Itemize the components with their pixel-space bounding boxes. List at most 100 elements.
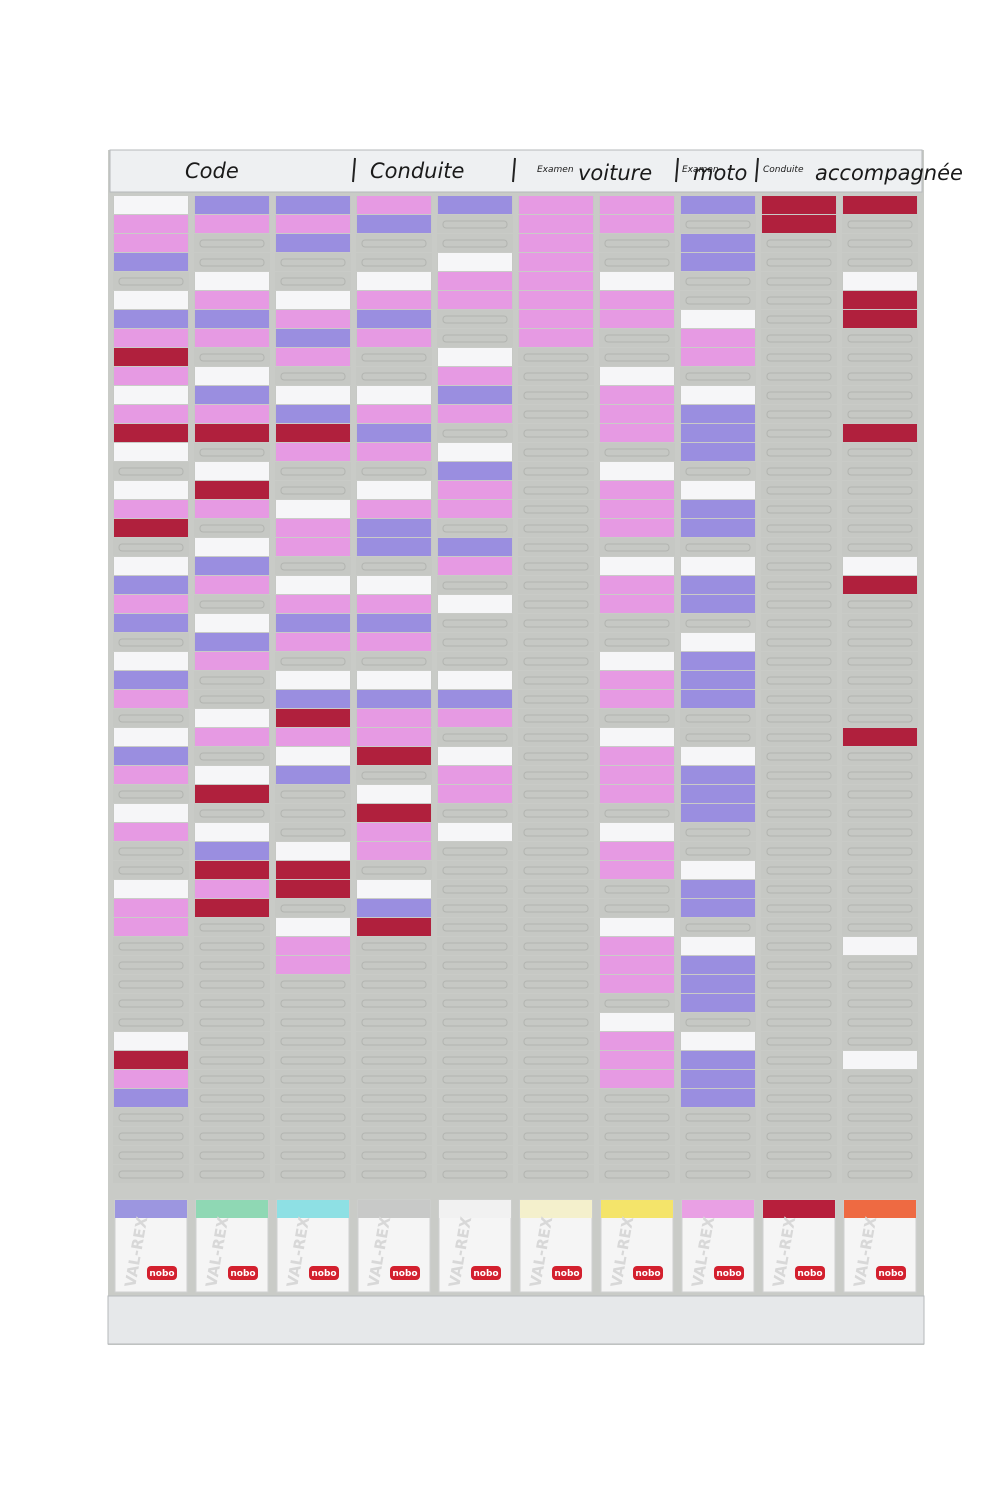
slot <box>599 1108 675 1126</box>
slot-edge <box>199 1018 265 1027</box>
slot-edge <box>442 524 508 533</box>
card <box>519 234 593 252</box>
card <box>357 500 431 518</box>
slot-edge <box>523 657 589 666</box>
slot-edge <box>523 809 589 818</box>
slot-edge <box>523 562 589 571</box>
slot-edge <box>685 372 751 381</box>
slot-edge <box>199 353 265 362</box>
card <box>519 215 593 233</box>
slot <box>194 975 270 993</box>
slot-edge <box>847 1094 913 1103</box>
slot <box>113 633 189 651</box>
slot <box>842 329 918 347</box>
slot-edge <box>523 1037 589 1046</box>
card <box>276 215 350 233</box>
slot-edge <box>442 809 508 818</box>
slot-edge <box>766 904 832 913</box>
logo-badge <box>228 1266 258 1280</box>
slot-edge <box>685 1132 751 1141</box>
card <box>843 728 917 746</box>
slot <box>275 804 351 822</box>
slot <box>275 975 351 993</box>
slot-edge <box>847 695 913 704</box>
card <box>438 291 512 309</box>
slot-edge <box>118 543 184 552</box>
slot-edge <box>604 904 670 913</box>
slot <box>842 538 918 556</box>
slot <box>356 975 432 993</box>
box-logo: nobo <box>554 1269 579 1279</box>
card <box>681 747 755 765</box>
slot <box>437 633 513 651</box>
box-lid <box>520 1200 592 1218</box>
box-logo: nobo <box>473 1269 498 1279</box>
slot-edge <box>766 676 832 685</box>
slot-edge <box>523 1151 589 1160</box>
card <box>195 500 269 518</box>
slot <box>437 861 513 879</box>
slot <box>437 842 513 860</box>
slot <box>275 1051 351 1069</box>
slot <box>680 1146 756 1164</box>
slot-edge <box>118 866 184 875</box>
slot-edge <box>766 1170 832 1179</box>
slot-edge <box>280 1094 346 1103</box>
slot <box>599 899 675 917</box>
slot-edge <box>685 220 751 229</box>
card <box>357 595 431 613</box>
slot-edge <box>361 1170 427 1179</box>
slot <box>761 614 837 632</box>
box-logo: nobo <box>230 1269 255 1279</box>
slot <box>356 1108 432 1126</box>
slot <box>437 956 513 974</box>
slot <box>761 709 837 727</box>
slot-edge <box>442 657 508 666</box>
slot-edge <box>766 410 832 419</box>
slot-edge <box>523 1132 589 1141</box>
slot-edge <box>604 239 670 248</box>
card <box>114 899 188 917</box>
card <box>843 1051 917 1069</box>
slot-edge <box>361 1037 427 1046</box>
slot <box>761 329 837 347</box>
slot-edge <box>847 1113 913 1122</box>
slot-edge <box>766 258 832 267</box>
slot <box>680 709 756 727</box>
slot <box>356 766 432 784</box>
slot-edge <box>604 334 670 343</box>
slot-edge <box>280 1037 346 1046</box>
slot-edge <box>442 429 508 438</box>
card <box>357 918 431 936</box>
slot <box>842 367 918 385</box>
card <box>357 633 431 651</box>
slot <box>761 937 837 955</box>
slot <box>842 1146 918 1164</box>
slot-edge <box>523 543 589 552</box>
card <box>357 785 431 803</box>
slot-edge <box>280 562 346 571</box>
slot <box>437 1051 513 1069</box>
slot <box>842 633 918 651</box>
slot-edge <box>280 657 346 666</box>
card <box>843 424 917 442</box>
slot-edge <box>604 638 670 647</box>
slot-edge <box>442 334 508 343</box>
card <box>681 880 755 898</box>
slot-edge <box>847 524 913 533</box>
slot-edge <box>766 486 832 495</box>
slot <box>680 291 756 309</box>
card <box>600 500 674 518</box>
slot-edge <box>847 353 913 362</box>
slot-edge <box>280 980 346 989</box>
slot <box>518 937 594 955</box>
slot-edge <box>523 676 589 685</box>
slot-edge <box>118 714 184 723</box>
slot-edge <box>766 353 832 362</box>
slot <box>275 1108 351 1126</box>
card <box>114 310 188 328</box>
slot-edge <box>523 961 589 970</box>
slot-edge <box>847 239 913 248</box>
card <box>114 614 188 632</box>
card <box>762 196 836 214</box>
